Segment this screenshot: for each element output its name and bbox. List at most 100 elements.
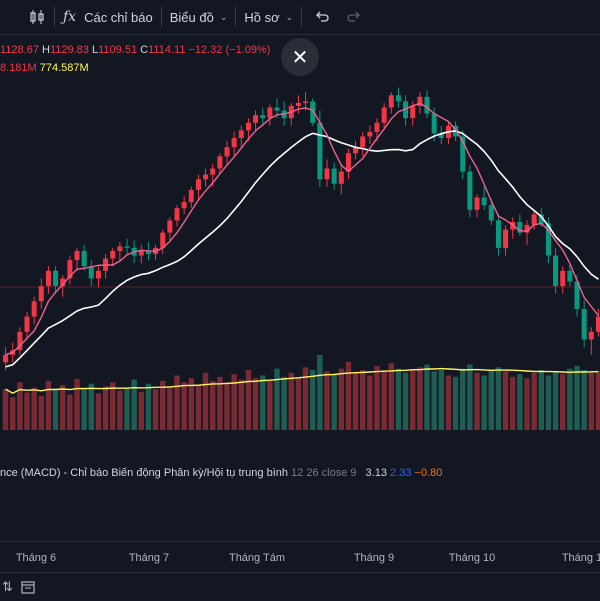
candle-body bbox=[403, 101, 409, 119]
volume-bar bbox=[152, 389, 159, 430]
candle-body bbox=[17, 331, 23, 351]
candle-body bbox=[574, 281, 580, 309]
candle-body bbox=[417, 96, 423, 106]
candle-body bbox=[3, 354, 9, 363]
candle-body bbox=[531, 214, 537, 225]
calendar-icon[interactable] bbox=[21, 580, 35, 594]
candle-body bbox=[353, 147, 359, 154]
volume-value: 8.181M bbox=[0, 62, 37, 74]
volume-bar bbox=[345, 361, 352, 430]
candle-body bbox=[545, 223, 551, 256]
volume-bar bbox=[495, 367, 502, 430]
chart-type-button[interactable]: Biểu đồ ⌄ bbox=[170, 0, 228, 34]
volume-bar bbox=[102, 386, 109, 430]
volume-bar bbox=[217, 376, 223, 430]
candle-body bbox=[338, 171, 344, 184]
chart-type-label: Biểu đồ bbox=[169, 9, 214, 25]
volume-ma-line bbox=[5, 367, 599, 394]
candle-body bbox=[31, 301, 37, 317]
indicators-button[interactable]: ƒx Các chỉ báo bbox=[63, 0, 153, 34]
volume-bar bbox=[2, 389, 9, 430]
time-axis[interactable]: Tháng 6 Tháng 7 Tháng Tám Tháng 9 Tháng … bbox=[0, 541, 600, 572]
candle-body bbox=[460, 136, 466, 172]
volume-bar bbox=[95, 393, 102, 430]
x-tick-label: Tháng 9 bbox=[353, 552, 395, 564]
candle-body bbox=[588, 331, 594, 340]
volume-bar bbox=[460, 368, 466, 430]
candle-body bbox=[67, 260, 73, 279]
volume-bar bbox=[117, 390, 123, 430]
volume-bar bbox=[338, 368, 344, 430]
candle-body bbox=[303, 101, 309, 103]
volume-bar bbox=[67, 394, 73, 430]
signal-value: 2.33 bbox=[390, 467, 412, 479]
chevron-down-icon: ⌄ bbox=[285, 11, 294, 22]
volume-bar bbox=[60, 385, 66, 430]
volume-bar bbox=[88, 383, 94, 430]
volume-bar bbox=[410, 370, 416, 430]
close-button[interactable]: ✕ bbox=[281, 38, 319, 76]
toolbar-divider bbox=[301, 7, 303, 27]
candle-body bbox=[224, 147, 230, 157]
volume-bar bbox=[74, 378, 80, 430]
candle-body bbox=[145, 250, 151, 254]
volume-bar bbox=[24, 392, 30, 430]
undo-button[interactable] bbox=[314, 0, 330, 34]
volume-bar bbox=[481, 375, 487, 430]
candle-body bbox=[553, 255, 559, 287]
ma-fast-line bbox=[5, 102, 599, 356]
volume-bar bbox=[310, 370, 316, 430]
volume-bar bbox=[474, 372, 480, 430]
chevron-down-icon: ⌄ bbox=[219, 11, 228, 22]
volume-bar bbox=[367, 375, 373, 430]
volume-bar bbox=[252, 378, 259, 430]
volume-bar bbox=[245, 370, 252, 430]
volume-bar bbox=[395, 368, 402, 430]
volume-bar bbox=[110, 382, 116, 430]
indicators-label: Các chỉ báo bbox=[84, 9, 153, 25]
macd-legend: nce (MACD) - Chỉ báo Biến động Phân kỳ/H… bbox=[0, 467, 442, 479]
low-value: 1109.51 bbox=[98, 44, 138, 56]
top-toolbar: ƒx Các chỉ báo Biểu đồ ⌄ Hồ sơ ⌄ bbox=[0, 0, 600, 35]
candle-body bbox=[345, 153, 351, 172]
volume-bar bbox=[331, 374, 337, 430]
volume-bar bbox=[274, 368, 280, 430]
volume-bar bbox=[381, 371, 387, 430]
low-prefix: L bbox=[91, 44, 99, 56]
candle-body bbox=[195, 179, 201, 190]
volume-bar bbox=[317, 355, 323, 430]
volume-bar bbox=[352, 372, 359, 430]
toolbar-divider bbox=[54, 7, 55, 27]
volume-bar bbox=[52, 390, 59, 430]
histogram-value: −0.80 bbox=[414, 467, 443, 479]
volume-bar bbox=[224, 382, 230, 430]
candle-body bbox=[174, 208, 180, 221]
candle-body bbox=[438, 133, 444, 138]
compare-button[interactable] bbox=[28, 0, 46, 34]
volume-bar bbox=[195, 385, 202, 430]
volume-bar bbox=[302, 367, 309, 430]
volume-bar bbox=[160, 380, 166, 430]
volume-bar bbox=[17, 382, 23, 430]
candle-body bbox=[595, 316, 600, 332]
ohlc-legend: 1128.67 H1129.83 L1109.51 C1114.11 −12.3… bbox=[0, 44, 270, 56]
redo-button[interactable] bbox=[346, 0, 362, 34]
redo-icon bbox=[347, 11, 361, 22]
bottom-bar: ⇅ bbox=[0, 572, 600, 601]
volume-bar bbox=[467, 364, 473, 430]
volume-bar bbox=[31, 387, 37, 430]
close-icon: ✕ bbox=[291, 46, 309, 69]
x-tick-label: Tháng Tám bbox=[228, 552, 286, 564]
volume-bar bbox=[202, 372, 209, 430]
volume-bar bbox=[188, 378, 194, 430]
ruler-icon[interactable]: ⇅ bbox=[2, 579, 13, 594]
x-tick-label: Tháng 10 bbox=[448, 552, 496, 564]
candle-body bbox=[60, 278, 66, 287]
candle-body bbox=[167, 220, 173, 233]
volume-bar bbox=[531, 372, 537, 430]
candle-body bbox=[381, 107, 387, 123]
x-tick-label: Tháng 1 bbox=[561, 552, 600, 564]
profile-button[interactable]: Hồ sơ ⌄ bbox=[244, 0, 293, 34]
candle-body bbox=[95, 270, 101, 279]
price-chart[interactable] bbox=[0, 35, 600, 465]
